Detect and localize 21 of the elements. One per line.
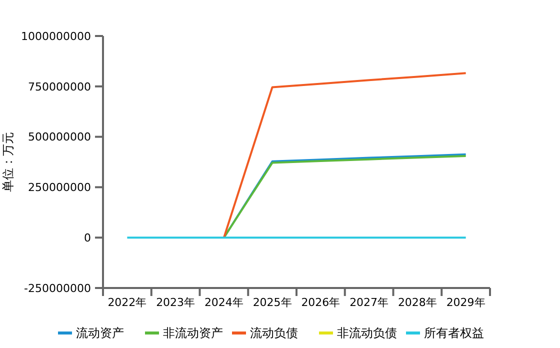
y-tick-label: 500000000 <box>28 130 91 144</box>
x-tick-label: 2026年 <box>301 296 340 309</box>
y-tick-label: 0 <box>84 231 91 244</box>
y-tick-label: 250000000 <box>28 181 91 194</box>
y-tick-label: 750000000 <box>28 80 91 94</box>
legend-label: 流动负债 <box>250 326 298 340</box>
y-tick-label: -250000000 <box>24 282 91 295</box>
y-tick-label: 1000000000 <box>21 30 91 43</box>
legend-label: 非流动资产 <box>163 326 223 340</box>
x-tick-label: 2029年 <box>446 296 486 309</box>
legend-label: 所有者权益 <box>424 326 484 340</box>
x-tick-label: 2022年 <box>108 296 147 309</box>
legend-label: 非流动负债 <box>337 326 397 340</box>
legend-label: 流动资产 <box>76 326 124 340</box>
x-tick-label: 2025年 <box>252 296 292 309</box>
x-tick-label: 2027年 <box>350 296 389 309</box>
x-tick-label: 2024年 <box>204 296 244 309</box>
line-series <box>222 72 467 239</box>
x-tick-label: 2028年 <box>398 296 437 309</box>
x-tick-label: 2023年 <box>156 296 196 309</box>
y-axis-title: 单位：万元 <box>1 132 15 192</box>
